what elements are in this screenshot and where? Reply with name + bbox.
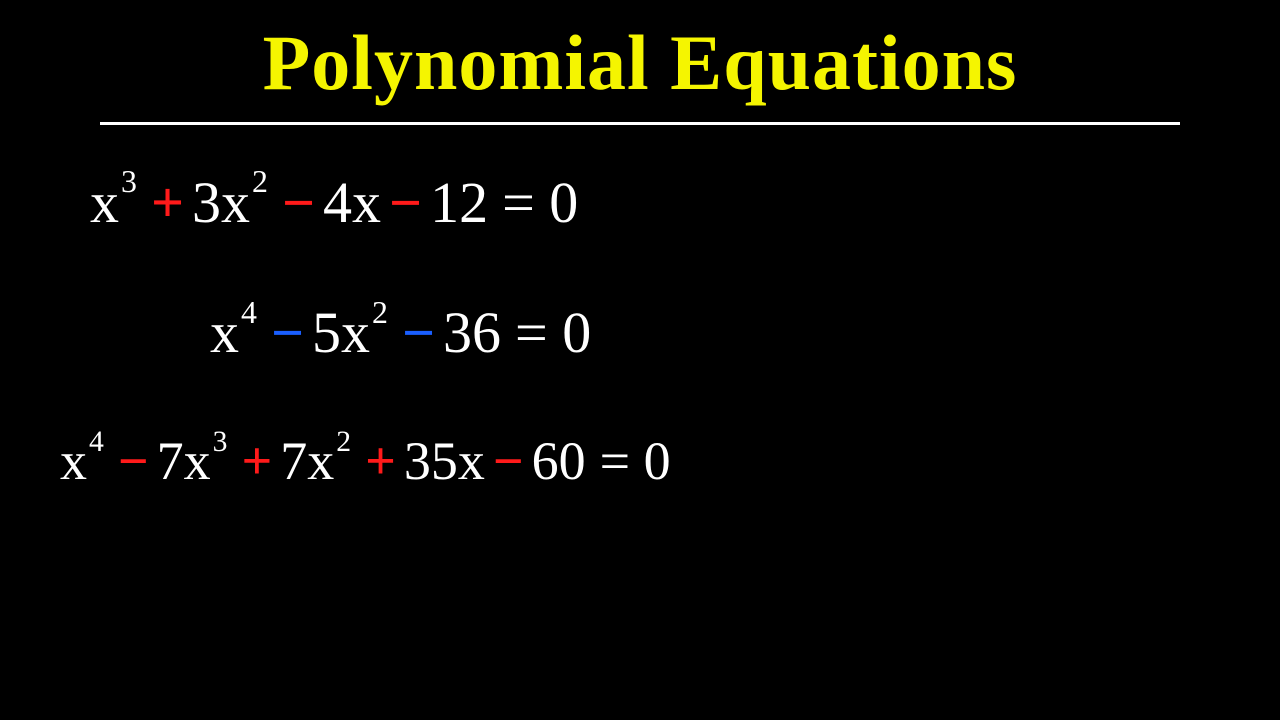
equation-term: 4x xyxy=(323,165,381,240)
equation-equals: = 0 xyxy=(502,165,578,240)
equation-operator: − xyxy=(271,295,304,370)
equation-operator: + xyxy=(365,426,396,496)
equation-term: 7x2 xyxy=(280,426,357,496)
equation-operator: − xyxy=(389,165,422,240)
equation-term: 7x3 xyxy=(157,426,234,496)
equation-term: 5x2 xyxy=(312,295,394,370)
equation-term: 60 xyxy=(532,426,586,496)
equation-equals: = 0 xyxy=(515,295,591,370)
equation-2: x4−5x2−36= 0 xyxy=(60,295,1220,370)
equation-term: 35x xyxy=(404,426,485,496)
equation-operator: − xyxy=(493,426,524,496)
equation-term: x4 xyxy=(60,426,110,496)
equation-1: x3+3x2−4x−12= 0 xyxy=(60,165,1220,240)
equation-term: 36 xyxy=(443,295,501,370)
equation-term: x4 xyxy=(210,295,263,370)
equation-operator: + xyxy=(241,426,272,496)
equation-equals: = 0 xyxy=(600,426,671,496)
page-title: Polynomial Equations xyxy=(0,0,1280,108)
equation-term: 12 xyxy=(430,165,488,240)
equation-list: x3+3x2−4x−12= 0 x4−5x2−36= 0 x4−7x3+7x2+… xyxy=(0,125,1280,496)
equation-operator: − xyxy=(282,165,315,240)
equation-operator: − xyxy=(402,295,435,370)
equation-term: x3 xyxy=(90,165,143,240)
equation-operator: − xyxy=(118,426,149,496)
equation-operator: + xyxy=(151,165,184,240)
equation-term: 3x2 xyxy=(192,165,274,240)
equation-3: x4−7x3+7x2+35x−60= 0 xyxy=(60,426,1220,496)
